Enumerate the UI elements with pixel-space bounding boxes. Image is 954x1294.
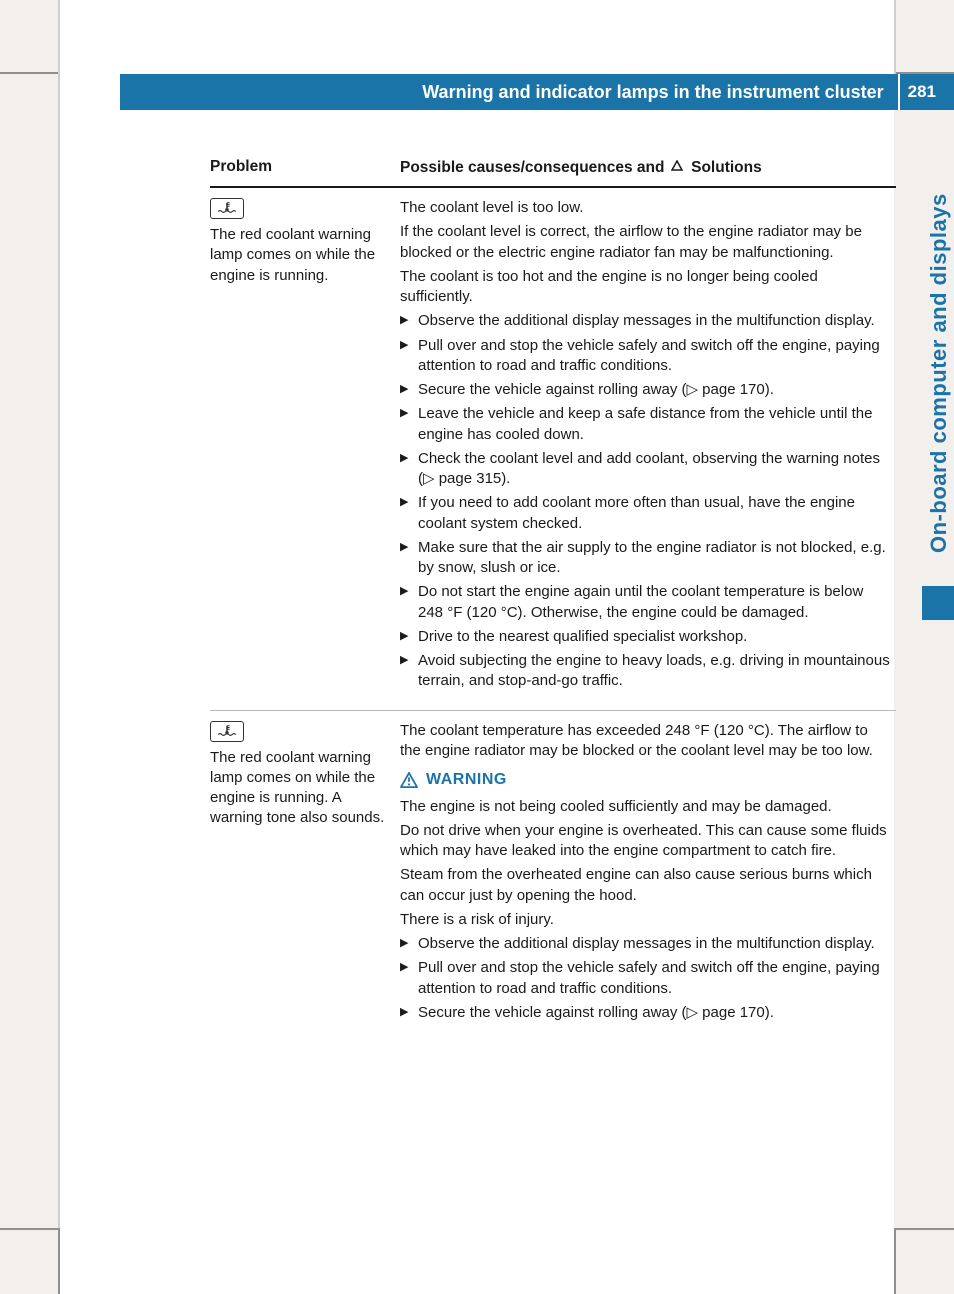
troubleshooting-table: Problem Possible causes/consequences and… <box>210 158 896 1041</box>
solution-para: If the coolant level is correct, the air… <box>400 222 890 263</box>
warning-para: There is a risk of injury. <box>400 910 890 930</box>
table-row: The red coolant warning lamp comes on wh… <box>210 711 896 1042</box>
problem-text: The red coolant warning lamp comes on wh… <box>210 225 390 286</box>
action-item: Secure the vehicle against rolling away … <box>400 1003 890 1023</box>
action-item: Check the coolant level and add coolant,… <box>400 449 890 490</box>
thumb-index-label: On-board computer and displays <box>922 160 954 586</box>
chapter-header: Warning and indicator lamps in the instr… <box>120 74 954 110</box>
problem-cell: The red coolant warning lamp comes on wh… <box>210 721 400 1028</box>
thumb-index-block <box>922 586 954 620</box>
action-item: Drive to the nearest qualified specialis… <box>400 627 890 647</box>
thumb-index-tab: On-board computer and displays <box>922 160 954 620</box>
problem-text: The red coolant warning lamp comes on wh… <box>210 748 390 829</box>
header-solutions-suffix: Solutions <box>691 159 762 176</box>
header-solutions: Possible causes/consequences and Solutio… <box>400 158 890 178</box>
warning-para: Do not drive when your engine is overhea… <box>400 821 890 862</box>
chapter-title: Warning and indicator lamps in the instr… <box>422 82 883 103</box>
action-item: Avoid subjecting the engine to heavy loa… <box>400 651 890 692</box>
crop-mark <box>0 1228 60 1230</box>
action-item: If you need to add coolant more often th… <box>400 493 890 534</box>
action-item: Do not start the engine again until the … <box>400 582 890 623</box>
solutions-triangle-icon <box>671 158 683 176</box>
coolant-temp-icon <box>210 198 244 219</box>
header-solutions-prefix: Possible causes/consequences and <box>400 159 664 176</box>
page: Warning and indicator lamps in the instr… <box>60 0 894 1294</box>
solution-para: The coolant is too hot and the engine is… <box>400 267 890 308</box>
solution-para: The coolant temperature has exceeded 248… <box>400 721 890 762</box>
action-item: Make sure that the air supply to the eng… <box>400 538 890 579</box>
warning-para: The engine is not being cooled sufficien… <box>400 797 890 817</box>
table-row: The red coolant warning lamp comes on wh… <box>210 188 896 711</box>
solution-para: The coolant level is too low. <box>400 198 890 218</box>
table-header-row: Problem Possible causes/consequences and… <box>210 158 896 188</box>
solution-cell: The coolant level is too low. If the coo… <box>400 198 890 696</box>
coolant-temp-icon <box>210 721 244 742</box>
problem-cell: The red coolant warning lamp comes on wh… <box>210 198 400 696</box>
action-item: Observe the additional display messages … <box>400 311 890 331</box>
action-item: Secure the vehicle against rolling away … <box>400 380 890 400</box>
solution-cell: The coolant temperature has exceeded 248… <box>400 721 890 1028</box>
crop-mark <box>894 1228 896 1294</box>
crop-mark <box>894 1228 954 1230</box>
page-right-edge-top <box>894 0 896 75</box>
action-item: Observe the additional display messages … <box>400 934 890 954</box>
warning-triangle-icon <box>400 772 418 788</box>
warning-label: WARNING <box>426 769 507 791</box>
action-item: Leave the vehicle and keep a safe distan… <box>400 404 890 445</box>
action-list: Observe the additional display messages … <box>400 311 890 691</box>
warning-heading: WARNING <box>400 769 890 791</box>
action-list: Observe the additional display messages … <box>400 934 890 1023</box>
page-number: 281 <box>898 74 944 110</box>
warning-para: Steam from the overheated engine can als… <box>400 865 890 906</box>
action-item: Pull over and stop the vehicle safely an… <box>400 958 890 999</box>
action-item: Pull over and stop the vehicle safely an… <box>400 336 890 377</box>
header-problem: Problem <box>210 158 400 178</box>
